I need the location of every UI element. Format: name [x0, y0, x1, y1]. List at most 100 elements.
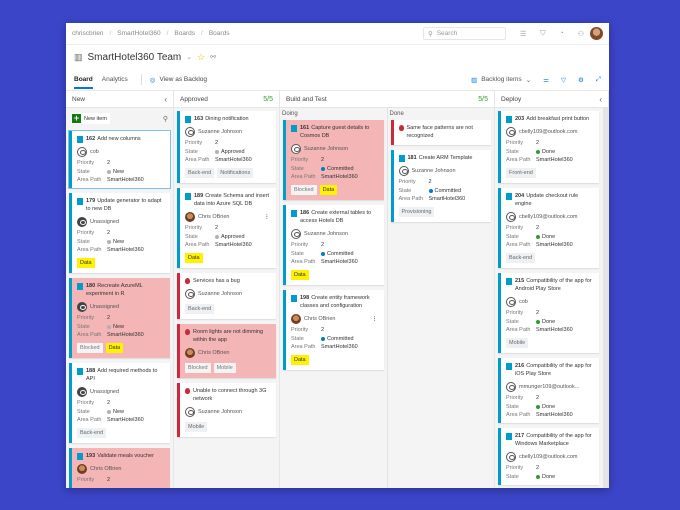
tag[interactable]: Blocked	[185, 363, 211, 373]
card-186[interactable]: 186 Create external tables to access Hote…	[283, 205, 384, 285]
breadcrumb-boards[interactable]: Boards	[174, 30, 196, 37]
gear-icon[interactable]: ⚙	[577, 76, 584, 84]
card-204[interactable]: 204 Update checkout rule engine cbelly109…	[498, 188, 599, 268]
tag[interactable]: Front-end	[506, 168, 536, 178]
team-members-icon[interactable]: ⚯	[210, 54, 217, 61]
tab-board[interactable]: Board	[74, 70, 93, 89]
avatar	[77, 217, 87, 227]
search-box[interactable]: ⚲ Search	[422, 27, 506, 40]
tag[interactable]: Blocked	[291, 185, 317, 195]
favorite-star-icon[interactable]: ☆	[197, 51, 206, 62]
tag[interactable]: Back-end	[185, 304, 215, 314]
wip-limit: 5/5	[263, 95, 273, 103]
collapse-column-icon[interactable]: ‹	[164, 94, 167, 104]
search-icon[interactable]: ⚲	[162, 115, 168, 123]
state-dot-icon	[536, 404, 540, 409]
plus-icon: +	[72, 113, 81, 123]
card-198[interactable]: 198 Create entity framework classes and c…	[283, 290, 384, 370]
state-dot-icon	[536, 234, 540, 239]
card-203[interactable]: 203 Add breakfast print button cbelly109@…	[498, 111, 599, 183]
view-as-backlog-button[interactable]: ◎ View as Backlog	[149, 76, 208, 84]
team-title[interactable]: SmartHotel360 Team	[87, 51, 182, 63]
breadcrumb-boards-page[interactable]: Boards	[208, 30, 230, 37]
vertical-scrollbar[interactable]	[603, 108, 608, 488]
tag[interactable]: Blocked	[77, 343, 103, 353]
backlog-item-icon	[291, 294, 297, 302]
bug-card-room-lights[interactable]: Room lights are not dimming within the a…	[177, 324, 276, 378]
tag[interactable]: Notifications	[217, 168, 254, 178]
board-icon: ▥	[74, 51, 83, 62]
bug-card-3g[interactable]: Unable to connect through 3G network Suz…	[177, 383, 276, 437]
breadcrumb-project[interactable]: SmartHotel360	[117, 30, 161, 37]
backlog-item-icon	[506, 432, 512, 440]
tag[interactable]: Mobile	[213, 363, 236, 373]
state-dot-icon	[536, 474, 540, 479]
backlog-item-icon	[291, 124, 297, 132]
card-181[interactable]: 181 Create ARM Template Suzanne Johnson P…	[390, 150, 491, 222]
tag[interactable]: Data	[105, 343, 124, 353]
tab-bar: Board Analytics ◎ View as Backlog ▥ Back…	[66, 69, 609, 91]
card-163[interactable]: 163 Dining notification Suzanne Johnson P…	[177, 111, 276, 183]
divider	[140, 74, 142, 85]
breadcrumb: chriscbrien / SmartHotel360/ Boards / Boar…	[72, 30, 230, 37]
more-options-icon[interactable]: ⁝	[373, 316, 376, 323]
card-216[interactable]: 216 Compatibility of the app for iOS Play…	[498, 358, 599, 423]
tab-analytics[interactable]: Analytics	[101, 76, 128, 83]
avatar	[291, 229, 301, 239]
shopping-bag-icon[interactable]: ⛉	[540, 29, 546, 37]
avatar	[185, 348, 195, 358]
fullscreen-icon[interactable]: ⤢	[595, 75, 601, 83]
tag[interactable]: Mobile	[506, 338, 529, 348]
help-icon[interactable]: ◔	[559, 30, 564, 37]
breadcrumb-org[interactable]: chriscbrien	[72, 30, 104, 37]
bug-card-services[interactable]: Services has a bug Suzanne Johnson Back-…	[177, 273, 276, 319]
tag[interactable]: Data	[291, 270, 309, 280]
card-180[interactable]: 180 Recreate AzureML experiment in R Unas…	[69, 278, 170, 358]
backlog-level-dropdown[interactable]: ▥ Backlog items ⌄	[471, 76, 532, 84]
card-215[interactable]: 215 Compatibility of the app for Android …	[498, 273, 599, 353]
bug-card-face-patterns[interactable]: Same face patterns are not recognized	[390, 120, 491, 145]
avatar	[291, 144, 301, 154]
tag[interactable]: Data	[77, 258, 95, 268]
new-item-button[interactable]: + New item	[71, 113, 110, 124]
backlog-view-icon: ◎	[149, 76, 156, 84]
tag[interactable]: Data	[291, 355, 309, 365]
chevron-down-icon[interactable]: ⌄	[186, 54, 193, 61]
avatar	[291, 314, 301, 324]
app-window: chriscbrien / SmartHotel360/ Boards / Boar…	[66, 23, 609, 488]
filter-icon[interactable]: ▽	[560, 76, 566, 84]
state-dot-icon	[107, 324, 111, 329]
column-header: New ‹	[66, 91, 173, 108]
card-162[interactable]: 162 Add new columns cob Priority 2 State Ne…	[68, 130, 171, 189]
search-input[interactable]: Search	[436, 30, 458, 37]
bug-icon	[185, 388, 190, 394]
tag[interactable]: Back-end	[77, 428, 107, 438]
more-options-icon[interactable]: ⁝	[265, 214, 268, 221]
collapse-column-icon[interactable]: ‹	[599, 94, 602, 104]
settings-sliders-icon[interactable]: ⚌	[543, 76, 549, 84]
backlog-item-icon	[77, 197, 83, 205]
list-icon[interactable]: ☰	[519, 30, 527, 38]
tag[interactable]: Data	[319, 185, 338, 195]
team-header: ▥ SmartHotel360 Team ⌄ ☆ ⚯	[66, 45, 609, 69]
top-nav-bar: chriscbrien / SmartHotel360/ Boards / Boar…	[66, 23, 609, 45]
card-188[interactable]: 188 Add required methods to API Unassigne…	[69, 363, 170, 443]
backlog-item-icon	[77, 367, 83, 375]
card-189[interactable]: 189 Create Schema and insert data into Az…	[177, 188, 276, 268]
user-settings-icon[interactable]: ⚇	[577, 30, 584, 38]
card-161[interactable]: 161 Capture guest details to Cosmos DB Su…	[283, 120, 384, 200]
backlog-item-icon	[506, 192, 512, 200]
backlog-item-icon	[506, 115, 512, 123]
backlog-item-icon	[506, 362, 512, 370]
user-avatar[interactable]	[590, 27, 603, 40]
card-217[interactable]: 217 Compatibility of the app for Windows …	[498, 428, 599, 485]
tag[interactable]: Provisioning	[398, 207, 435, 217]
tag[interactable]: Back-end	[185, 168, 215, 178]
state-dot-icon	[107, 409, 111, 414]
tag[interactable]: Mobile	[185, 422, 208, 432]
backlog-item-icon	[506, 277, 512, 285]
tag[interactable]: Back-end	[506, 253, 536, 263]
card-193[interactable]: 193 Validate meals voucher Chris OBrien P…	[69, 448, 170, 488]
tag[interactable]: Data	[185, 253, 203, 263]
card-179[interactable]: 179 Update generator to adapt to new DB U…	[69, 193, 170, 273]
